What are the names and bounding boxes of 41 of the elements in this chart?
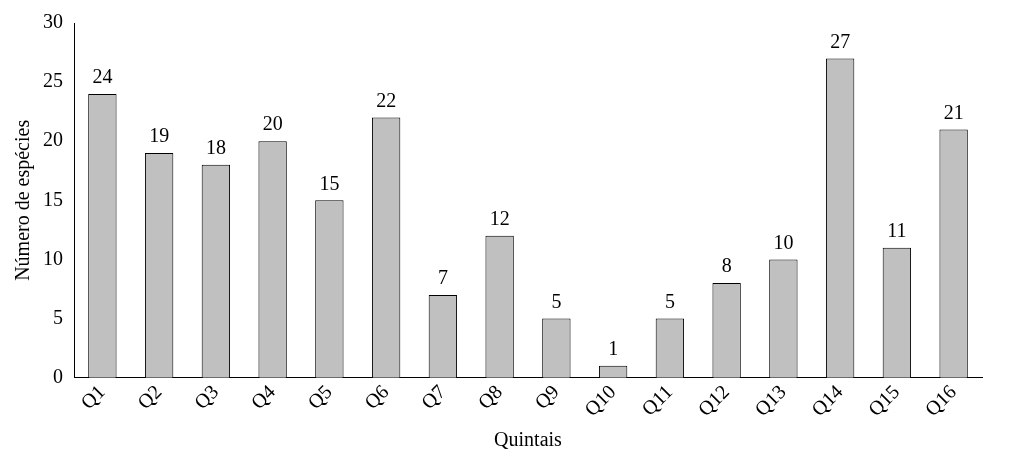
x-tick-label: Q1 xyxy=(76,380,109,413)
data-label: 5 xyxy=(664,289,675,312)
data-label: 8 xyxy=(721,254,732,277)
x-tick-label: Q12 xyxy=(693,380,734,421)
data-label: 20 xyxy=(262,112,283,135)
data-label: 22 xyxy=(376,88,397,111)
data-label: 19 xyxy=(149,124,170,147)
x-tick-label: Q11 xyxy=(637,380,677,420)
x-tick-label: Q16 xyxy=(920,380,961,421)
x-tick-label: Q2 xyxy=(132,380,166,413)
x-tick-label: Q7 xyxy=(416,380,450,413)
data-label: 18 xyxy=(205,136,226,159)
data-label: 11 xyxy=(887,218,907,241)
y-tick-label: 25 xyxy=(43,69,63,92)
x-tick-label: Q13 xyxy=(750,380,790,421)
y-axis-title: Número de espécies xyxy=(11,119,35,281)
x-tick-label: Q9 xyxy=(530,380,563,413)
y-tick-label: 5 xyxy=(53,305,63,328)
data-label: 5 xyxy=(551,289,562,312)
data-label: 21 xyxy=(943,100,964,123)
y-tick-label: 30 xyxy=(43,10,63,33)
x-tick-label: Q8 xyxy=(473,380,507,413)
data-label: 1 xyxy=(608,337,619,360)
y-tick-label: 0 xyxy=(53,364,63,387)
x-tick-label: Q4 xyxy=(246,380,280,413)
data-label: 12 xyxy=(489,207,510,230)
data-label: 10 xyxy=(773,230,794,253)
y-tick-label: 20 xyxy=(43,128,63,151)
y-tick-label: 10 xyxy=(43,246,63,269)
data-label: 15 xyxy=(319,171,340,194)
x-axis-title: Quintais xyxy=(494,428,563,451)
x-tick-label: Q14 xyxy=(806,380,847,421)
data-label: 7 xyxy=(437,266,448,289)
x-tick-label: Q10 xyxy=(579,380,620,421)
x-tick-label: Q6 xyxy=(359,380,393,413)
x-tick-label: Q3 xyxy=(189,380,223,413)
x-tick-label: Q5 xyxy=(303,380,336,413)
y-tick-label: 15 xyxy=(43,187,63,210)
data-label: 24 xyxy=(92,65,113,88)
data-label: 27 xyxy=(830,29,851,52)
x-tick-label: Q15 xyxy=(863,380,904,421)
